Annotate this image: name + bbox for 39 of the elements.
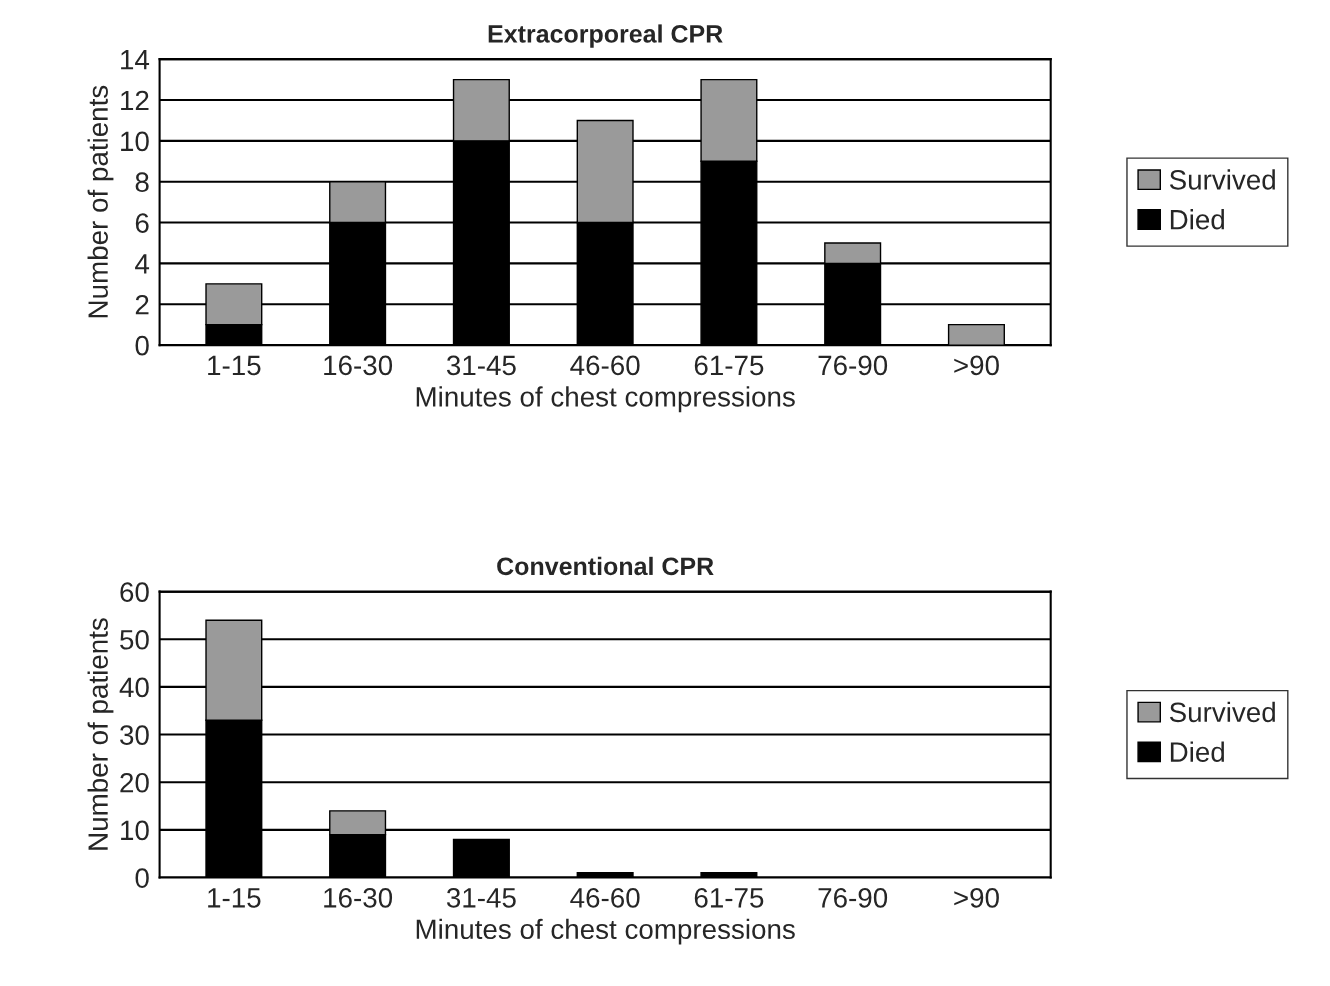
y-tick-label: 10 — [121, 820, 149, 841]
y-tick-label: 4 — [135, 254, 150, 274]
y-axis-title: Number of patients — [87, 85, 114, 318]
y-tick-label: 10 — [121, 131, 149, 152]
y-tick-label: 6 — [135, 213, 149, 233]
x-tick-label: 61-75 — [694, 355, 764, 376]
chart-title: Conventional CPR — [497, 556, 714, 576]
legend-label: Died — [1170, 209, 1224, 230]
x-tick-label: >90 — [954, 888, 999, 908]
y-tick-label: 0 — [135, 335, 149, 356]
x-tick-label: 76-90 — [818, 888, 888, 908]
chart-title: Extracorporeal CPR — [488, 24, 723, 48]
x-tick-label: 46-60 — [570, 355, 640, 376]
x-tick-label: 76-90 — [818, 355, 888, 376]
y-tick-label: 20 — [120, 772, 149, 793]
y-axis-title: Number of patients — [87, 618, 114, 850]
x-tick-label: 16-30 — [324, 355, 393, 376]
y-tick-label: 12 — [121, 90, 149, 111]
x-tick-label: >90 — [954, 355, 999, 376]
x-tick-label: 1-15 — [208, 355, 261, 376]
x-axis-title: Minutes of chest compressions — [416, 386, 795, 413]
y-tick-label: 30 — [120, 725, 149, 745]
legend-label: Survived — [1169, 701, 1275, 723]
y-tick-label: 8 — [135, 172, 149, 193]
x-tick-label: 46-60 — [570, 888, 640, 908]
y-tick-label: 40 — [119, 677, 149, 698]
legend-label: Died — [1170, 741, 1224, 762]
y-tick-label: 50 — [120, 629, 149, 650]
y-tick-label: 14 — [121, 50, 150, 70]
legend-label: Survived — [1169, 169, 1275, 190]
x-tick-label: 16-30 — [324, 888, 393, 908]
y-tick-label: 2 — [135, 294, 149, 315]
x-tick-label: 1-15 — [208, 888, 261, 908]
y-tick-label: 60 — [120, 582, 149, 602]
x-tick-label: 61-75 — [694, 888, 764, 908]
y-tick-label: 0 — [135, 868, 149, 888]
x-tick-label: 31-45 — [446, 355, 516, 376]
x-tick-label: 31-45 — [446, 888, 516, 908]
x-axis-title: Minutes of chest compressions — [416, 918, 795, 945]
